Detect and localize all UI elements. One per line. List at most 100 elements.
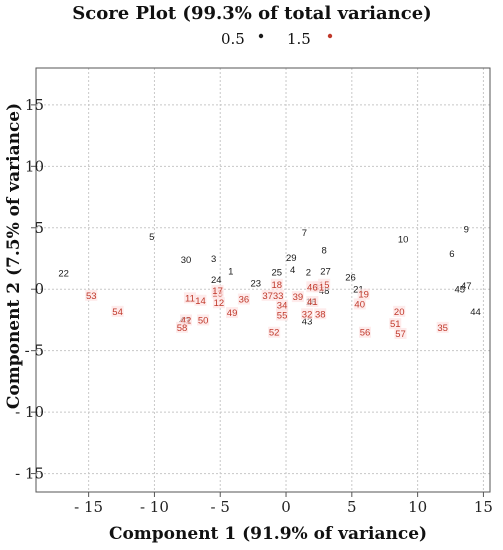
data-point-series-1-44: 44 (470, 307, 481, 318)
data-point-series-1-43: 43 (302, 317, 313, 328)
point-highlight (301, 308, 314, 320)
point-highlight (353, 298, 366, 310)
data-point-series-2-39: 39 (293, 292, 304, 303)
point-highlight (197, 314, 210, 326)
data-point-series-1-7: 7 (302, 228, 307, 239)
data-point-series-2-55: 55 (277, 311, 288, 322)
data-point-series-1-27: 27 (320, 266, 331, 277)
point-highlight (261, 289, 274, 301)
point-highlight (306, 296, 319, 308)
x-tick-label: - 10 (140, 498, 169, 516)
point-highlight (436, 321, 449, 333)
y-tick-label: 5 (34, 219, 44, 237)
data-point-series-2-46: 46 (307, 282, 318, 293)
x-axis-label: Component 1 (91.9% of variance) (109, 524, 427, 544)
point-highlight (357, 288, 370, 300)
grid-lines (36, 68, 490, 492)
data-point-series-1-29: 29 (286, 253, 297, 264)
data-point-series-1-4: 4 (290, 265, 295, 276)
x-tick-label: 0 (281, 498, 291, 516)
y-tick-label: - 5 (25, 342, 44, 360)
data-point-series-1-25: 25 (272, 268, 283, 279)
chart-title: Score Plot (99.3% of total variance) (72, 3, 431, 24)
data-point-series-1-6: 6 (449, 249, 454, 260)
data-point-series-2-42: 42 (181, 315, 192, 326)
point-highlight (180, 314, 193, 326)
data-point-series-1-5: 5 (149, 232, 154, 243)
data-point-series-2-57: 57 (395, 329, 406, 340)
point-highlight (291, 291, 304, 303)
data-point-series-1-9: 9 (464, 224, 469, 235)
point-highlight (211, 284, 224, 296)
data-point-series-1-47: 47 (461, 281, 472, 292)
point-highlight (394, 327, 407, 339)
legend-label-series-1: 0.5 (221, 30, 245, 48)
data-points: 1234567891016212223242526272930434344454… (58, 224, 480, 339)
point-highlight (194, 294, 207, 306)
data-point-series-1-2: 2 (306, 268, 311, 279)
data-point-series-2-18: 18 (272, 280, 283, 291)
data-point-series-2-37: 37 (262, 291, 273, 302)
y-tick-label: 0 (34, 280, 44, 298)
point-highlight (306, 281, 319, 293)
point-highlight (272, 289, 285, 301)
data-point-series-2-12: 12 (214, 298, 225, 309)
point-highlight (237, 293, 250, 305)
data-point-series-1-30: 30 (181, 255, 192, 266)
legend-marker-series-1 (258, 33, 264, 39)
point-highlight (276, 299, 289, 311)
legend: 0.5 1.5 (221, 30, 333, 48)
point-highlight (312, 281, 325, 293)
x-axis-ticks: - 15 - 10 - 5 0 5 10 15 (74, 492, 493, 516)
point-highlight (276, 309, 289, 321)
data-point-series-2-17: 17 (212, 286, 223, 297)
data-point-series-2-20: 20 (394, 307, 405, 318)
y-tick-label: 15 (25, 96, 44, 114)
legend-marker-series-2 (327, 33, 333, 39)
data-point-series-1-26: 26 (345, 272, 356, 283)
y-tick-label: - 10 (15, 403, 44, 421)
legend-label-series-2: 1.5 (287, 30, 311, 48)
data-point-series-1-24: 24 (211, 275, 222, 286)
data-point-series-2-49: 49 (227, 308, 238, 319)
data-point-series-2-33: 33 (273, 291, 284, 302)
data-point-series-1-23: 23 (250, 279, 261, 290)
x-tick-label: 5 (347, 498, 357, 516)
data-point-series-2-56: 56 (360, 328, 371, 339)
x-tick-label: 15 (474, 498, 493, 516)
y-tick-label: 10 (25, 157, 44, 175)
point-highlight (358, 326, 371, 338)
x-tick-label: 10 (408, 498, 427, 516)
data-point-series-2-51: 51 (390, 319, 401, 330)
data-point-series-2-41: 41 (307, 297, 318, 308)
y-axis-ticks: - 15 - 10 - 5 0 5 10 15 (15, 96, 44, 483)
data-point-series-2-11: 11 (185, 293, 195, 304)
y-axis-label: Component 2 (7.5% of variance) (4, 103, 24, 409)
data-point-series-2-35: 35 (437, 323, 448, 334)
point-highlight (183, 292, 196, 304)
data-point-series-1-1: 1 (228, 266, 233, 277)
data-point-series-1-45: 45 (454, 285, 465, 296)
point-highlight (393, 305, 406, 317)
plot-frame (35, 67, 491, 493)
data-point-series-2-40: 40 (354, 299, 365, 310)
data-point-series-2-53: 53 (86, 291, 97, 302)
x-tick-label: - 15 (74, 498, 103, 516)
point-highlight (389, 318, 402, 330)
point-highlight (85, 289, 98, 301)
data-point-series-2-19: 19 (358, 290, 369, 301)
point-highlight (268, 326, 281, 338)
point-highlight (212, 297, 225, 309)
x-tick-label: - 5 (211, 498, 230, 516)
data-point-series-1-22: 22 (58, 269, 69, 280)
data-point-series-2-52: 52 (269, 328, 280, 339)
point-highlight (111, 305, 124, 317)
y-tick-label: - 15 (15, 465, 44, 483)
data-point-series-2-38: 38 (315, 309, 326, 320)
point-highlight (314, 308, 327, 320)
data-point-series-2-36: 36 (239, 295, 250, 306)
data-point-series-1-3: 3 (211, 254, 216, 265)
data-point-series-2-34: 34 (277, 301, 288, 312)
data-point-series-2-58: 58 (177, 323, 188, 334)
data-point-series-1-8: 8 (322, 245, 327, 256)
